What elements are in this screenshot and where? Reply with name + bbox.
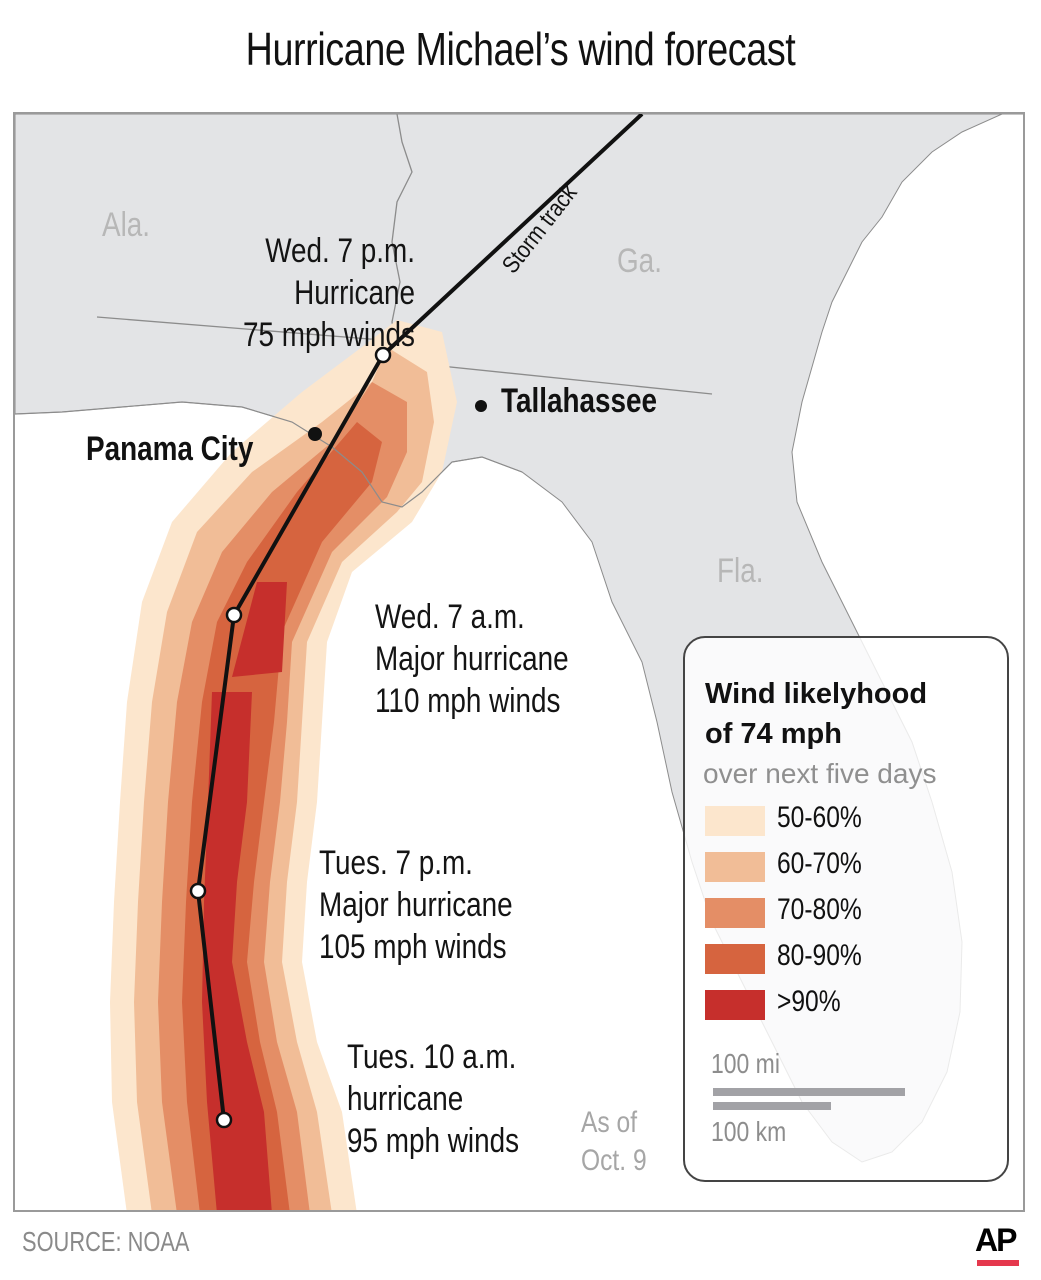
legend-swatch	[705, 944, 765, 974]
forecast-winds: 110 mph winds	[375, 682, 561, 720]
scale-bar-km	[713, 1102, 831, 1110]
forecast-annotation-wed-7pm: Wed. 7 p.m. Hurricane 75 mph winds	[226, 230, 415, 356]
forecast-category: Major hurricane	[319, 886, 513, 924]
forecast-point-tues-10am	[215, 1111, 233, 1129]
forecast-category: hurricane	[347, 1080, 464, 1118]
legend-label: 50-60%	[777, 801, 862, 834]
city-label-tallahassee: Tallahassee	[501, 382, 658, 420]
legend-item-70-80: 70-80%	[705, 893, 985, 930]
forecast-time: Wed. 7 a.m.	[375, 598, 525, 636]
coastline	[15, 401, 523, 508]
legend-item-50-60: 50-60%	[705, 801, 985, 838]
forecast-point-markers	[189, 346, 392, 1129]
legend-item-60-70: 60-70%	[705, 847, 985, 884]
as-of-line1: As of	[581, 1106, 638, 1139]
source-credit: SOURCE: NOAA	[22, 1226, 190, 1257]
legend-swatch	[705, 898, 765, 928]
scale-label-miles: 100 mi	[711, 1048, 780, 1079]
ap-logo-accent	[977, 1260, 1019, 1266]
state-label-alabama: Ala.	[102, 206, 151, 244]
ap-logo: AP	[975, 1222, 1017, 1258]
forecast-time: Wed. 7 p.m.	[265, 232, 415, 270]
as-of-date: As of Oct. 9	[581, 1104, 647, 1180]
forecast-winds: 75 mph winds	[242, 316, 415, 354]
legend-subtitle: over next five days	[703, 758, 937, 789]
tallahassee-dot	[475, 400, 487, 412]
forecast-annotation-tues-10am: Tues. 10 a.m. hurricane 95 mph winds	[347, 1036, 519, 1162]
scale-label-km: 100 km	[711, 1116, 787, 1147]
forecast-point-tues-7pm	[189, 882, 207, 900]
forecast-point-wed-7pm	[374, 346, 392, 364]
state-label-florida: Fla.	[717, 552, 764, 590]
legend-item-80-90: 80-90%	[705, 939, 985, 976]
forecast-annotation-tues-7pm: Tues. 7 p.m. Major hurricane 105 mph win…	[319, 842, 513, 968]
legend-swatch	[705, 852, 765, 882]
forecast-annotation-wed-7am: Wed. 7 a.m. Major hurricane 110 mph wind…	[375, 596, 569, 722]
forecast-winds: 95 mph winds	[347, 1122, 520, 1160]
legend-label: 70-80%	[777, 893, 862, 926]
legend-label: >90%	[777, 985, 841, 1018]
forecast-category: Major hurricane	[375, 640, 569, 678]
forecast-winds: 105 mph winds	[319, 928, 507, 966]
legend-title-line2: of 74 mph	[705, 718, 842, 750]
legend-swatch	[705, 806, 765, 836]
forecast-point-wed-7am	[225, 606, 243, 624]
forecast-category: Hurricane	[294, 274, 415, 312]
forecast-time: Tues. 10 a.m.	[347, 1038, 517, 1076]
band-over-90	[202, 582, 287, 1210]
state-label-georgia: Ga.	[617, 242, 662, 280]
legend-item-over-90: >90%	[705, 985, 985, 1022]
page-title: Hurricane Michael’s wind forecast	[245, 23, 796, 75]
legend-swatch	[705, 990, 765, 1020]
forecast-time: Tues. 7 p.m.	[319, 844, 473, 882]
city-label-panama-city: Panama City	[86, 430, 254, 468]
as-of-line2: Oct. 9	[581, 1144, 647, 1177]
scale-bar-miles	[713, 1088, 905, 1096]
legend-title: Wind likelyhood of 74 mph	[705, 674, 927, 754]
legend-label: 80-90%	[777, 939, 862, 972]
panama-city-dot	[308, 427, 322, 441]
legend-label: 60-70%	[777, 847, 862, 880]
legend-title-line1: Wind likelyhood	[705, 678, 928, 710]
legend: Wind likelyhood of 74 mph over next five…	[683, 636, 1009, 1182]
